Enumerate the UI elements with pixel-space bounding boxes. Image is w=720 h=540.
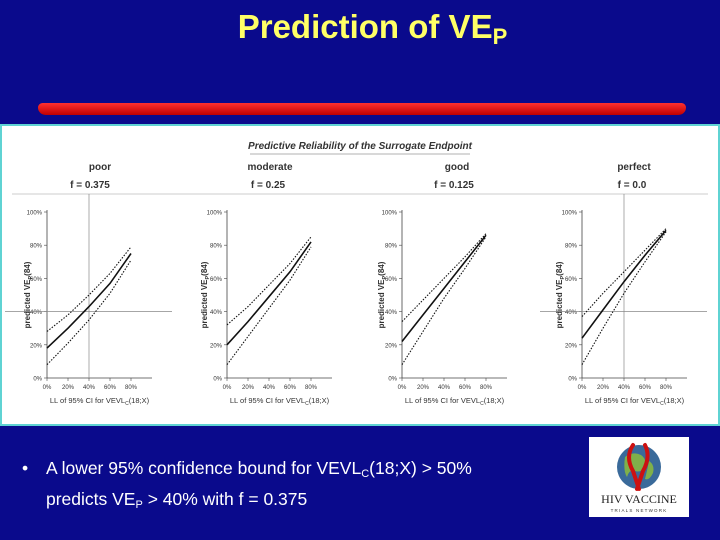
- x-tick-label: 20%: [597, 385, 610, 391]
- x-tick-label: 40%: [438, 385, 451, 391]
- bullet-text-part: > 40% with f = 0.375: [142, 489, 308, 509]
- x-axis-label: LL of 95% CI for VEVLC(18;X): [230, 396, 330, 407]
- panel-header: moderate: [247, 162, 292, 173]
- y-tick-label: 60%: [385, 277, 398, 283]
- ribbon-icon: [627, 443, 650, 491]
- slide-title: Prediction of VEP: [0, 8, 720, 50]
- confidence-bound-line: [401, 233, 487, 322]
- x-axis-label: LL of 95% CI for VEVLC(18;X): [405, 396, 505, 407]
- x-tick-label: 0%: [398, 385, 407, 391]
- y-tick-label: 40%: [30, 310, 43, 316]
- y-tick-label: 60%: [565, 277, 578, 283]
- hvtn-logo-image: HIV VACCINE TRIALS NETWORK: [601, 443, 677, 513]
- y-tick-label: 0%: [33, 377, 42, 383]
- prediction-line: [226, 241, 312, 346]
- slide-title-subscript: P: [492, 24, 508, 49]
- y-axis-label: predicted VEP(84): [23, 261, 34, 328]
- x-tick-label: 60%: [639, 385, 652, 391]
- confidence-bound-line: [46, 246, 132, 332]
- bullet-subscript: P: [135, 499, 143, 511]
- y-tick-label: 0%: [568, 377, 577, 383]
- y-axis-label: predicted VEP(84): [555, 261, 566, 328]
- panel-f-label: f = 0.25: [251, 180, 286, 191]
- bullet-text-part: A lower 95% confidence bound for VEVL: [46, 458, 362, 478]
- y-tick-label: 80%: [385, 244, 398, 250]
- x-tick-label: 0%: [578, 385, 587, 391]
- x-tick-label: 80%: [480, 385, 493, 391]
- y-tick-label: 100%: [382, 211, 398, 217]
- chart-panel-good: good f = 0.125 0% 20% 40% 60% 80% 100% 0% 20% 40% 6…: [377, 162, 507, 407]
- x-tick-label: 60%: [459, 385, 472, 391]
- confidence-bound-line: [46, 259, 132, 366]
- y-tick-label: 40%: [565, 310, 578, 316]
- y-tick-label: 20%: [565, 343, 578, 349]
- confidence-bound-line: [581, 228, 667, 317]
- y-tick-label: 100%: [207, 211, 223, 217]
- y-tick-label: 100%: [27, 211, 43, 217]
- x-tick-label: 20%: [62, 385, 75, 391]
- x-tick-label: 60%: [104, 385, 117, 391]
- y-tick-label: 60%: [210, 277, 223, 283]
- panel-f-label: f = 0.125: [434, 180, 474, 191]
- panel-header: perfect: [617, 162, 651, 173]
- logo-text-sub: TRIALS NETWORK: [611, 508, 668, 513]
- y-tick-label: 80%: [565, 244, 578, 250]
- confidence-bound-line: [401, 236, 487, 365]
- chart-panel-poor: poor f = 0.375 0% 20% 40% 60% 80% 100% 0% 20% 40% 6…: [5, 162, 172, 407]
- figure-svg: Predictive Reliability of the Surrogate …: [5, 141, 708, 407]
- y-axis-label: predicted VEP(84): [200, 261, 211, 328]
- x-tick-label: 60%: [284, 385, 297, 391]
- x-tick-label: 40%: [83, 385, 96, 391]
- x-axis-label: LL of 95% CI for VEVLC(18;X): [585, 396, 685, 407]
- panel-header: good: [445, 162, 469, 173]
- panel-f-label: f = 0.375: [70, 180, 110, 191]
- y-tick-label: 80%: [210, 244, 223, 250]
- bullet-text-part: predicts VE: [46, 489, 136, 509]
- x-tick-label: 80%: [125, 385, 138, 391]
- prediction-line: [46, 253, 132, 349]
- logo-text-main: HIV VACCINE: [601, 492, 677, 506]
- globe-land-icon: [645, 461, 654, 480]
- confidence-bound-line: [226, 236, 312, 326]
- slide-title-main: Prediction of VE: [237, 8, 493, 45]
- x-tick-label: 40%: [618, 385, 631, 391]
- y-tick-label: 40%: [210, 310, 223, 316]
- y-tick-label: 0%: [388, 377, 397, 383]
- bullet-text: A lower 95% confidence bound for VEVLC(1…: [46, 456, 582, 518]
- red-divider-bar: [38, 103, 686, 115]
- y-tick-label: 80%: [30, 244, 43, 250]
- bullet-point: • A lower 95% confidence bound for VEVLC…: [22, 456, 582, 518]
- x-axis-label: LL of 95% CI for VEVLC(18;X): [50, 396, 150, 407]
- hvtn-logo: HIV VACCINE TRIALS NETWORK: [589, 437, 689, 517]
- panel-f-label: f = 0.0: [618, 180, 647, 191]
- confidence-bound-line: [226, 246, 312, 366]
- prediction-line: [581, 229, 667, 339]
- y-tick-label: 40%: [385, 310, 398, 316]
- confidence-bound-line: [581, 231, 667, 365]
- figure-panel: Predictive Reliability of the Surrogate …: [0, 124, 720, 426]
- chart-panel-moderate: moderate f = 0.25 0% 20% 40% 60% 80% 100% 0% 20% 4…: [200, 162, 332, 407]
- y-tick-label: 0%: [213, 377, 222, 383]
- panel-header: poor: [89, 162, 111, 173]
- figure-title: Predictive Reliability of the Surrogate …: [248, 141, 473, 152]
- x-tick-label: 20%: [242, 385, 255, 391]
- chart-panel-perfect: perfect f = 0.0 0% 20% 40% 60% 80% 100% 0% 20% 40%…: [540, 162, 707, 407]
- y-tick-label: 20%: [210, 343, 223, 349]
- bullet-subscript: C: [361, 468, 370, 480]
- x-tick-label: 0%: [43, 385, 52, 391]
- y-tick-label: 60%: [30, 277, 43, 283]
- bullet-text-part: (18;X) > 50%: [369, 458, 472, 478]
- bullet-marker: •: [22, 458, 29, 478]
- x-tick-label: 0%: [223, 385, 232, 391]
- x-tick-label: 80%: [305, 385, 318, 391]
- y-axis-label: predicted VEP(84): [377, 261, 388, 328]
- y-tick-label: 100%: [562, 211, 578, 217]
- prediction-line: [401, 234, 487, 342]
- x-tick-label: 20%: [417, 385, 430, 391]
- x-tick-label: 80%: [660, 385, 673, 391]
- y-tick-label: 20%: [30, 343, 43, 349]
- y-tick-label: 20%: [385, 343, 398, 349]
- x-tick-label: 40%: [263, 385, 276, 391]
